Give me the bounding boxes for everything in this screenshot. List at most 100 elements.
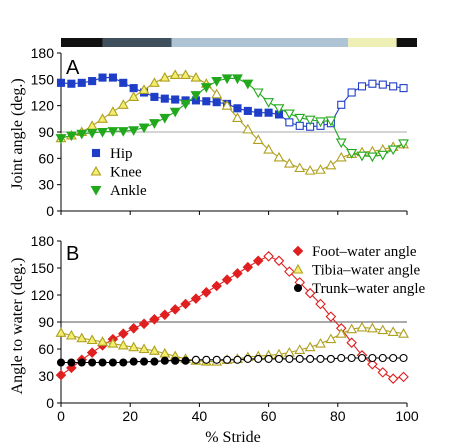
data-point [76, 129, 88, 140]
knee-line [60, 74, 404, 172]
data-point [55, 327, 67, 337]
data-point [181, 356, 190, 365]
joint-angle-series [55, 69, 409, 175]
data-point [221, 274, 233, 285]
data-point [315, 298, 326, 310]
data-point [128, 126, 140, 136]
ankle-series [55, 74, 409, 163]
data-point [263, 143, 275, 154]
stride-phase-bar [61, 38, 417, 47]
data-point [367, 359, 378, 370]
data-point [242, 79, 254, 90]
data-point [180, 69, 192, 79]
data-point [119, 78, 128, 87]
data-point [335, 138, 347, 149]
data-point [138, 84, 150, 94]
data-point [294, 162, 306, 173]
data-point [190, 293, 202, 304]
legend-marker [90, 185, 102, 196]
data-point [86, 120, 98, 130]
y-tick-label: 90 [38, 314, 54, 330]
data-point [97, 336, 108, 346]
data-point [304, 341, 316, 352]
data-point [233, 355, 242, 364]
data-point [347, 353, 356, 363]
data-point [356, 151, 368, 162]
data-point [263, 251, 274, 262]
data-point [377, 324, 389, 335]
data-point [346, 323, 358, 334]
data-point [368, 79, 377, 88]
data-point [191, 355, 200, 364]
y-tick-label: 30 [38, 177, 54, 193]
phase-segment [396, 38, 417, 47]
data-point [304, 165, 316, 175]
data-point [169, 69, 181, 79]
data-point [347, 88, 356, 97]
data-point [389, 82, 398, 91]
legend-label: Ankle [110, 183, 147, 199]
phase-segment [171, 38, 349, 47]
data-point [117, 339, 129, 350]
legend-item-tibia-water-angle: Tibia–water angle [292, 263, 421, 279]
legend-label: Trunk–water angle [312, 281, 426, 297]
legend-marker [90, 165, 102, 176]
data-point [315, 164, 326, 174]
data-point [86, 347, 98, 358]
x-tick-label: 60 [261, 408, 277, 424]
data-point [252, 255, 264, 267]
data-point [180, 298, 191, 310]
data-point [65, 131, 77, 142]
data-point [283, 109, 295, 120]
data-point [232, 74, 243, 85]
data-point [117, 99, 129, 109]
data-point [295, 354, 304, 363]
data-point [86, 334, 98, 345]
data-point [138, 318, 150, 330]
y-tick-label: 0 [46, 395, 54, 411]
y-tick-label: 60 [38, 341, 54, 357]
y-tick-label: 180 [31, 233, 55, 249]
data-point [285, 354, 294, 363]
data-point [306, 354, 315, 363]
data-point [243, 354, 252, 363]
data-point [304, 115, 316, 126]
angle-to-water-ylabel: Angle to water (deg.) [9, 258, 26, 395]
data-point [242, 123, 254, 134]
data-point [160, 356, 169, 365]
y-tick-label: 60 [38, 150, 54, 166]
data-point [377, 150, 389, 161]
phase-segment [102, 38, 172, 47]
data-point [325, 333, 337, 344]
data-point [325, 311, 337, 322]
data-point [387, 373, 399, 384]
data-point [304, 287, 316, 299]
data-point [86, 128, 98, 139]
data-point [273, 104, 285, 114]
data-point [129, 84, 138, 93]
data-point [366, 322, 378, 333]
data-point [273, 255, 285, 267]
data-point [97, 127, 108, 138]
data-point [315, 337, 326, 348]
data-point [138, 343, 150, 354]
data-point [337, 100, 346, 109]
data-point [200, 83, 212, 93]
data-point [399, 84, 408, 93]
data-point [138, 123, 150, 134]
data-point [201, 287, 212, 298]
data-point [264, 108, 273, 117]
data-point [252, 134, 264, 144]
data-point [88, 77, 97, 86]
legend-marker [91, 148, 101, 158]
data-point [98, 358, 107, 367]
data-point [368, 353, 377, 363]
data-point [316, 354, 325, 363]
phase-segment [348, 38, 397, 47]
data-point [169, 107, 181, 118]
data-point [108, 358, 117, 367]
angle-to-water-series [55, 251, 409, 384]
data-point [254, 354, 263, 363]
legend-label: Tibia–water angle [312, 263, 421, 279]
data-point [325, 159, 337, 170]
